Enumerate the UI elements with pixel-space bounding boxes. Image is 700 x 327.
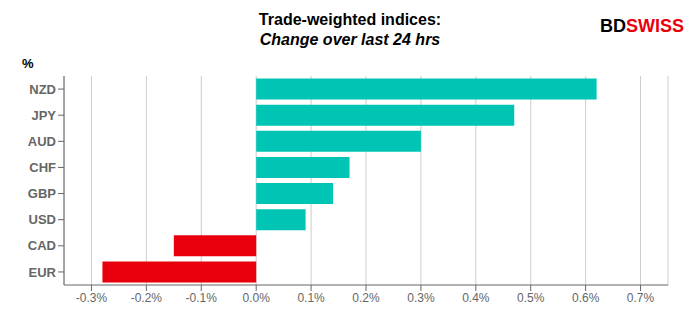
- svg-text:JPY: JPY: [31, 108, 56, 123]
- svg-text:0.4%: 0.4%: [462, 291, 490, 305]
- svg-text:0.3%: 0.3%: [407, 291, 435, 305]
- svg-text:-0.3%: -0.3%: [76, 291, 108, 305]
- svg-text:EUR: EUR: [29, 265, 57, 280]
- html-text:Change over last 24 hrs: Change over last 24 hrs: [259, 31, 441, 48]
- svg-text:0.1%: 0.1%: [297, 291, 325, 305]
- svg-text:0.2%: 0.2%: [352, 291, 380, 305]
- svg-text:-0.2%: -0.2%: [131, 291, 163, 305]
- svg-text:0.0%: 0.0%: [243, 291, 271, 305]
- svg-text:CHF: CHF: [29, 160, 56, 175]
- svg-text:-0.1%: -0.1%: [186, 291, 218, 305]
- svg-text:GBP: GBP: [28, 186, 57, 201]
- svg-text:USD: USD: [29, 212, 56, 227]
- html-text:Trade-weighted indices:: Trade-weighted indices:: [258, 11, 442, 28]
- svg-text:CAD: CAD: [28, 238, 56, 253]
- svg-text:NZD: NZD: [29, 82, 56, 97]
- svg-text:0.7%: 0.7%: [627, 291, 655, 305]
- html-text:BD SWISS: BD SWISS: [600, 16, 684, 36]
- svg-text:AUD: AUD: [28, 134, 56, 149]
- svg-text:0.5%: 0.5%: [517, 291, 545, 305]
- svg-text:0.6%: 0.6%: [572, 291, 600, 305]
